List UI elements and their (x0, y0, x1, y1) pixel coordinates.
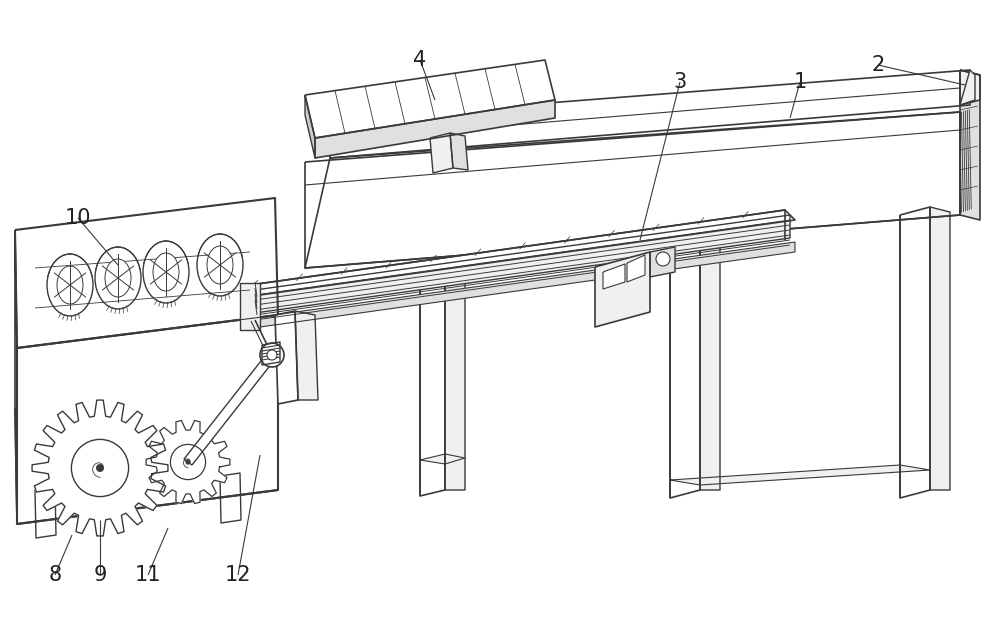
Polygon shape (420, 454, 465, 464)
Polygon shape (305, 112, 960, 268)
Polygon shape (305, 95, 315, 158)
Polygon shape (650, 247, 675, 277)
Ellipse shape (197, 234, 243, 296)
Text: 1: 1 (793, 72, 807, 92)
Polygon shape (960, 70, 980, 220)
Polygon shape (295, 311, 318, 400)
Text: 11: 11 (135, 565, 161, 585)
Polygon shape (17, 315, 278, 524)
Ellipse shape (207, 246, 233, 284)
Circle shape (186, 459, 190, 464)
Polygon shape (930, 207, 950, 490)
Ellipse shape (95, 247, 141, 309)
Ellipse shape (47, 254, 93, 316)
Circle shape (267, 350, 277, 360)
Polygon shape (960, 70, 975, 105)
Polygon shape (420, 262, 445, 496)
Polygon shape (35, 487, 56, 538)
Ellipse shape (143, 241, 189, 303)
Text: 4: 4 (413, 50, 427, 70)
Polygon shape (900, 207, 930, 498)
Ellipse shape (57, 266, 83, 304)
Polygon shape (430, 133, 453, 173)
Text: 3: 3 (673, 72, 687, 92)
Polygon shape (260, 242, 795, 327)
Polygon shape (146, 421, 230, 503)
Polygon shape (184, 352, 276, 465)
Polygon shape (305, 112, 960, 268)
Polygon shape (262, 342, 280, 365)
Polygon shape (627, 255, 645, 282)
Polygon shape (603, 264, 625, 289)
Polygon shape (220, 473, 241, 523)
Circle shape (656, 252, 670, 266)
Polygon shape (450, 133, 468, 170)
Circle shape (96, 464, 104, 471)
Polygon shape (445, 262, 465, 490)
Polygon shape (15, 230, 17, 524)
Text: 10: 10 (65, 208, 91, 228)
Text: 9: 9 (93, 565, 107, 585)
Polygon shape (250, 210, 795, 295)
Polygon shape (670, 465, 930, 485)
Polygon shape (32, 400, 168, 536)
Text: 8: 8 (48, 565, 62, 585)
Ellipse shape (105, 259, 131, 297)
Circle shape (260, 343, 284, 367)
Polygon shape (595, 252, 650, 327)
Polygon shape (670, 234, 700, 498)
Polygon shape (330, 70, 970, 158)
Text: 12: 12 (225, 565, 251, 585)
Polygon shape (255, 215, 790, 313)
Circle shape (170, 444, 206, 480)
Text: 2: 2 (871, 55, 885, 75)
Polygon shape (305, 60, 555, 138)
Polygon shape (240, 283, 260, 330)
Polygon shape (960, 70, 980, 105)
Circle shape (71, 439, 129, 496)
Polygon shape (275, 311, 298, 404)
Polygon shape (315, 100, 555, 158)
Ellipse shape (153, 253, 179, 291)
Polygon shape (15, 198, 278, 348)
Polygon shape (700, 234, 720, 490)
